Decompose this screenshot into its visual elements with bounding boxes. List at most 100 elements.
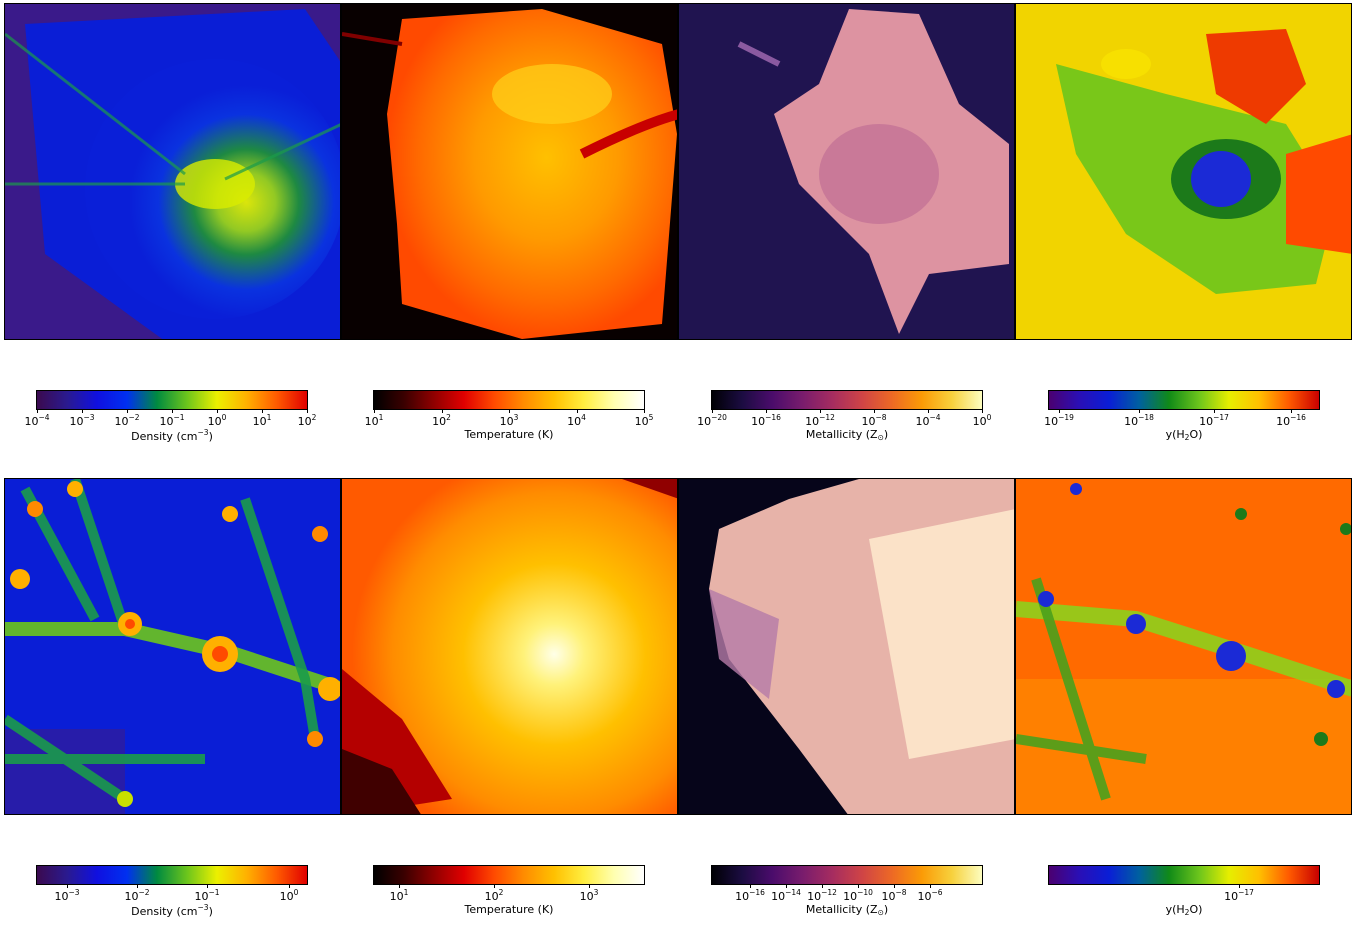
colorbar-tick-label: 10−6 — [917, 888, 943, 903]
colorbar-tick-label: 10−14 — [771, 888, 801, 903]
colorbar-gradient — [1048, 390, 1320, 410]
colorbar-tick-label: 10−8 — [861, 413, 887, 428]
colorbar-tick-mark — [127, 409, 128, 413]
colorbar-tick-label: 10−16 — [751, 413, 781, 428]
colorbar-tick-mark — [207, 884, 208, 888]
colorbar-tick-label: 100 — [279, 888, 299, 903]
colorbar-label: Density (cm−3) — [131, 903, 213, 918]
colorbar-label: Temperature (K) — [464, 903, 554, 916]
temperature-image — [342, 4, 677, 339]
colorbar-label: Metallicity (Z⊙) — [805, 903, 889, 917]
colorbar-tick-label: 10−12 — [805, 413, 835, 428]
temperature-map-top — [341, 3, 678, 340]
colorbar-tick-label: 10−20 — [697, 413, 727, 428]
colorbar-tick-label: 104 — [567, 413, 586, 428]
colorbar-tick-mark — [37, 409, 38, 413]
colorbar-tick-mark — [1214, 409, 1215, 413]
colorbar-tick-mark — [374, 409, 375, 413]
colorbar-tick-mark — [441, 409, 443, 413]
density-map-bottom — [4, 478, 341, 815]
colorbar-tick-label: 100 — [972, 413, 992, 428]
colorbar-density-top: 10−4 10−3 10−2 10−1 100 101 102 Density (cm−3) — [24, 390, 316, 443]
colorbar-tick-mark — [262, 409, 263, 413]
colorbar-label: y(H2O) — [1165, 903, 1203, 917]
colorbar-tick-mark — [494, 884, 495, 888]
colorbar-label: Density (cm−3) — [131, 428, 213, 443]
colorbar-tick-mark — [589, 884, 590, 888]
colorbar-tick-mark — [766, 409, 767, 413]
density-image — [5, 479, 340, 814]
colorbar-tick-mark — [786, 884, 787, 888]
colorbar-tick-label: 10−17 — [1199, 413, 1229, 428]
colorbar-tick-mark — [822, 884, 823, 888]
colorbar-tick-label: 101 — [389, 888, 409, 903]
colorbar-tick-mark — [137, 884, 138, 888]
colorbar-tick-label: 10−8 — [881, 888, 907, 903]
colorbar-temperature-top: 101 102 103 104 105 Temperature (K) — [365, 390, 653, 441]
colorbar-gradient — [1048, 865, 1320, 885]
colorbar-tick-label: 102 — [432, 413, 451, 428]
colorbar-tick-mark — [217, 409, 218, 413]
colorbar-tick-label: 10−12 — [807, 888, 837, 903]
colorbar-tick-label: 10−19 — [1044, 413, 1074, 428]
colorbar-tick-label: 10−4 — [915, 413, 941, 428]
colorbar-gradient — [373, 390, 645, 410]
metallicity-map-top — [678, 3, 1015, 340]
density-map-top — [4, 3, 341, 340]
colorbar-tick-mark — [1291, 409, 1292, 413]
colorbar-h2o-bottom: 10−17 y(H2O) — [1048, 865, 1320, 917]
colorbar-gradient — [373, 865, 645, 885]
colorbar-tick-label: 10−4 — [24, 413, 50, 428]
colorbar-tick-label: 10−2 — [114, 413, 140, 428]
h2o-map-bottom — [1015, 478, 1352, 815]
colorbar-tick-label: 100 — [207, 413, 227, 428]
colorbar-tick-label: 101 — [364, 413, 384, 428]
density-image — [5, 4, 340, 339]
colorbar-tick-label: 10−3 — [54, 888, 80, 903]
colorbar-tick-mark — [930, 884, 931, 888]
colorbar-gradient — [36, 865, 308, 885]
colorbar-temperature-bottom: 101 102 103 Temperature (K) — [373, 865, 645, 916]
colorbar-tick-mark — [894, 884, 895, 888]
colorbar-tick-label: 103 — [499, 413, 519, 428]
colorbar-tick-mark — [399, 884, 400, 888]
colorbar-tick-mark — [874, 409, 875, 413]
colorbar-tick-mark — [858, 884, 859, 888]
colorbar-tick-mark — [644, 409, 645, 413]
colorbar-tick-mark — [67, 884, 68, 888]
colorbar-label: Metallicity (Z⊙) — [805, 428, 889, 442]
colorbar-tick-mark — [1139, 409, 1140, 413]
colorbar-tick-label: 10−1 — [194, 888, 220, 903]
colorbar-tick-label: 10−16 — [735, 888, 765, 903]
colorbar-gradient — [711, 865, 983, 885]
colorbar-label: y(H2O) — [1165, 428, 1203, 442]
colorbar-tick-mark — [576, 409, 578, 413]
colorbar-gradient — [36, 390, 308, 410]
colorbar-tick-mark — [307, 409, 308, 413]
metallicity-map-bottom — [678, 478, 1015, 815]
colorbar-tick-label: 10−10 — [843, 888, 873, 903]
colorbar-label: Temperature (K) — [464, 428, 554, 441]
colorbar-metallicity-bottom: 10−16 10−14 10−12 10−10 10−8 10−6 Metallicity… — [711, 865, 983, 917]
colorbar-tick-mark — [928, 409, 929, 413]
colorbar-tick-label: 10−17 — [1224, 888, 1254, 903]
colorbar-tick-label: 10−18 — [1124, 413, 1154, 428]
colorbar-tick-label: 105 — [634, 413, 654, 428]
colorbar-tick-mark — [820, 409, 821, 413]
colorbar-tick-mark — [750, 884, 751, 888]
colorbar-tick-label: 103 — [579, 888, 599, 903]
colorbar-tick-mark — [172, 409, 173, 413]
colorbar-tick-mark — [82, 409, 83, 413]
temperature-image — [342, 479, 677, 814]
colorbar-tick-label: 10−1 — [159, 413, 185, 428]
colorbar-density-bottom: 10−3 10−2 10−1 100 Density (cm−3) — [36, 865, 308, 918]
colorbar-metallicity-top: 10−20 10−16 10−12 10−8 10−4 100 Metallicity (… — [697, 390, 991, 442]
colorbar-tick-mark — [289, 884, 290, 888]
colorbar-h2o-top: 10−19 10−18 10−17 10−16 y(H2O) — [1044, 390, 1320, 442]
h2o-image — [1016, 479, 1351, 814]
colorbar-tick-mark — [509, 409, 510, 413]
temperature-map-bottom — [341, 478, 678, 815]
h2o-image — [1016, 4, 1351, 339]
metallicity-image — [679, 4, 1014, 339]
colorbar-tick-label: 101 — [252, 413, 272, 428]
